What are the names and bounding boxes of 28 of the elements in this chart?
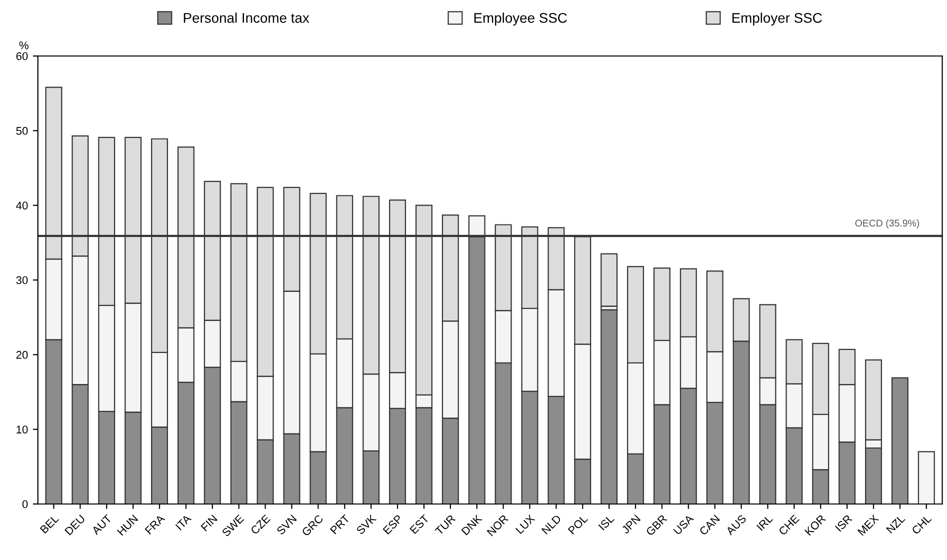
legend-label: Personal Income tax	[184, 12, 310, 23]
x-tick-label: TUR	[434, 514, 456, 536]
bar	[600, 309, 618, 504]
ref-line-label: OECD (35.9%)	[855, 219, 920, 228]
x-tick-label: ISL	[598, 514, 615, 531]
x-tick-label: ITA	[175, 514, 192, 530]
y-tick-label: 10	[16, 426, 28, 434]
x-tick-label: IRL	[756, 514, 774, 531]
bar	[918, 451, 935, 504]
y-tick-label: 60	[16, 52, 28, 60]
x-tick-label: CHL	[911, 514, 932, 535]
bar	[891, 377, 908, 504]
legend-label: Employee SSC	[474, 12, 567, 26]
x-tick-label: ISR	[834, 514, 852, 532]
bar	[600, 253, 618, 307]
y-axis-title: %	[19, 42, 28, 50]
x-tick-label: USA	[673, 514, 694, 536]
legend-label: Employer SSC	[732, 12, 822, 26]
x-tick-label: NZL	[886, 514, 906, 534]
y-tick-label: 0	[22, 500, 28, 508]
x-tick-label: FRA	[144, 514, 166, 534]
y-tick-label: 20	[16, 350, 28, 359]
y-tick-label: 40	[16, 202, 28, 210]
y-tick-label: 30	[16, 276, 28, 284]
x-tick-label: BEL	[40, 514, 60, 534]
y-tick-label: 50	[16, 126, 28, 135]
x-tick-label: FIN	[200, 514, 218, 532]
x-tick-label: POL	[568, 514, 588, 535]
